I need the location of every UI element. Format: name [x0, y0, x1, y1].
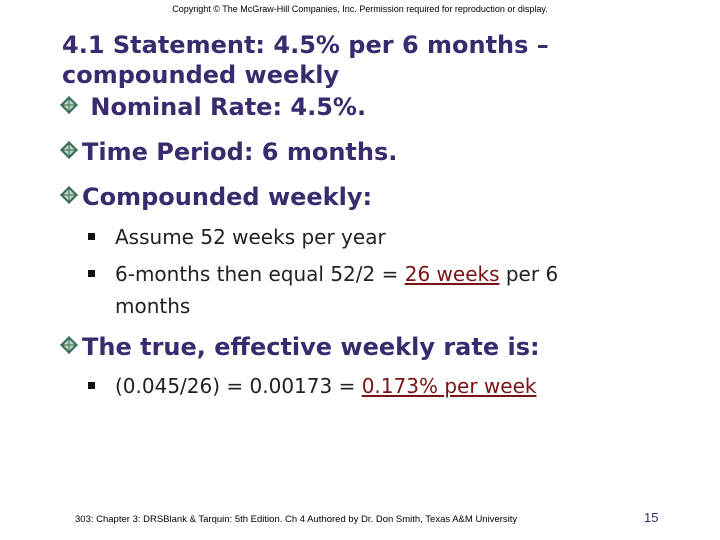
bullet-label: The true, effective weekly rate is: — [82, 333, 540, 361]
sub-bullet-text: 6-months then equal 52/2 = 26 weeks per … — [115, 258, 635, 322]
slide-title: 4.1 Statement: 4.5% per 6 months – compo… — [62, 31, 549, 89]
bullet-nominal-rate: Nominal Rate: 4.5%. — [60, 92, 366, 122]
diamond-icon — [60, 96, 78, 114]
highlight-weekly-rate: 0.173% per week — [361, 374, 537, 398]
bullet-label: Time Period: 6 months. — [82, 138, 398, 166]
diamond-icon — [60, 336, 78, 354]
copyright-notice: Copyright © The McGraw-Hill Companies, I… — [172, 4, 548, 14]
bullet-time-period: Time Period: 6 months. — [60, 137, 397, 167]
highlight-26-weeks: 26 weeks — [404, 262, 500, 286]
sub-text-pre: (0.045/26) = 0.00173 = — [115, 374, 362, 398]
bullet-label: Compounded weekly: — [82, 183, 373, 211]
square-bullet-icon — [88, 382, 95, 389]
sub-bullet-text: Assume 52 weeks per year — [115, 225, 386, 249]
bullet-label: Nominal Rate: 4.5%. — [82, 93, 367, 121]
square-bullet-icon — [88, 233, 95, 240]
square-bullet-icon — [88, 270, 95, 277]
sub-text-post: per 6 months — [115, 262, 559, 318]
diamond-icon — [60, 186, 78, 204]
page-number: 15 — [644, 510, 659, 525]
diamond-icon — [60, 141, 78, 159]
bullet-effective-rate: The true, effective weekly rate is: — [60, 332, 540, 362]
footer-text: 303: Chapter 3: DRSBlank & Tarquin: 5th … — [75, 514, 518, 525]
bullet-compounded-weekly: Compounded weekly: — [60, 182, 372, 212]
sub-bullet-six-months: 6-months then equal 52/2 = 26 weeks per … — [88, 258, 648, 322]
sub-bullet-text: (0.045/26) = 0.00173 = 0.173% per week — [115, 370, 635, 402]
sub-text-pre: 6-months then equal 52/2 = — [115, 262, 405, 286]
